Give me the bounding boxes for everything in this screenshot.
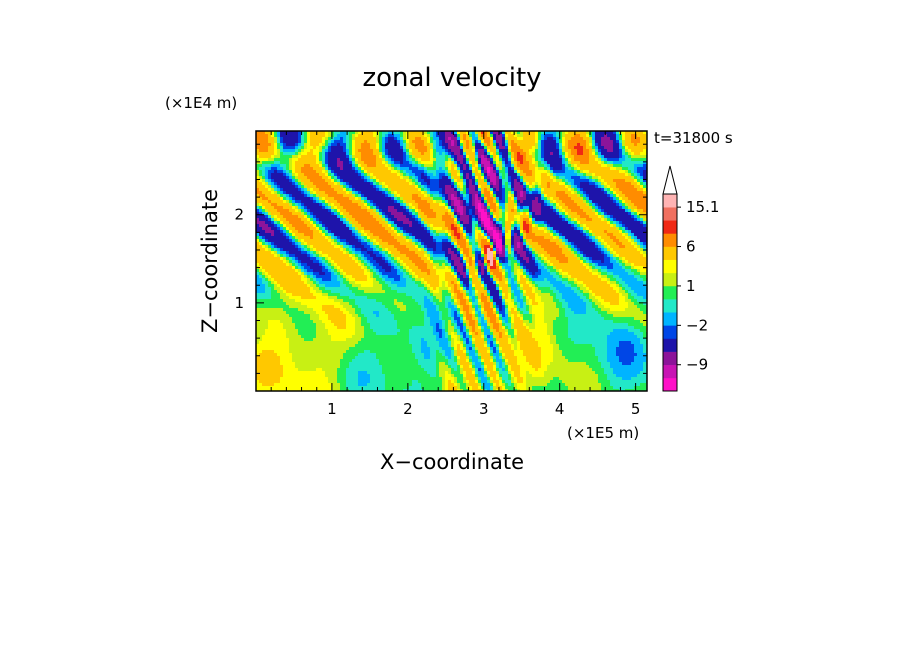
x-tick-label: 5 [631,400,641,418]
x-tick-label: 3 [479,400,489,418]
colorbar-swatch [663,246,677,260]
colorbar-swatch [663,272,677,287]
colorbar-swatch [663,259,677,274]
y-tick-label: 2 [234,206,244,224]
colorbar-swatch [663,285,677,300]
colorbar-swatch [663,377,677,392]
colorbar-swatch [663,351,677,366]
x-tick-label: 1 [327,400,337,418]
y-axis-ticks: 12 [234,143,647,374]
colorbar-label: 15.1 [686,198,719,216]
colorbar-swatch [663,233,677,247]
x-tick-label: 2 [403,400,413,418]
colorbar-label: −2 [686,316,708,334]
y-axis-title: Z−coordinate [198,189,222,333]
x-axis-ticks: 1 2 3 4 5 [270,131,641,418]
colorbar-label: 1 [686,277,696,295]
colorbar-swatch [663,325,677,339]
colorbar-swatch [663,364,677,379]
plot-frame [255,130,648,392]
y-unit-label: (×1E4 m) [165,94,237,112]
x-axis-title: X−coordinate [380,450,524,474]
colorbar-swatch [663,338,677,352]
colorbar-label: 6 [686,238,696,256]
colorbar-label: −9 [686,356,708,374]
colorbar-swatch [663,207,677,221]
x-unit-label: (×1E5 m) [567,424,639,442]
colorbar: 15.1 6 1 −2 −9 [662,165,719,392]
colorbar-swatch [663,194,677,208]
colorbar-extend-arrow [662,165,678,195]
time-label: t=31800 s [654,129,733,147]
contour-field [256,131,647,391]
colorbar-swatch [663,299,677,313]
x-tick-label: 4 [555,400,565,418]
colorbar-swatch [663,312,677,326]
colorbar-swatch [663,220,677,234]
chart-title: zonal velocity [362,63,541,93]
y-tick-label: 1 [234,294,244,312]
